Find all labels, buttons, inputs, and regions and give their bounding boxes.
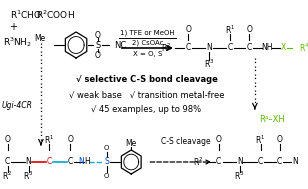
Text: N: N bbox=[78, 157, 84, 167]
Text: O: O bbox=[246, 26, 252, 35]
Text: R$^2$: R$^2$ bbox=[161, 42, 171, 54]
Text: 2) CsOAc: 2) CsOAc bbox=[132, 40, 163, 46]
Text: C: C bbox=[47, 157, 52, 167]
Text: R$^2$COOH: R$^2$COOH bbox=[36, 9, 75, 21]
Text: Me: Me bbox=[126, 139, 137, 149]
Text: O: O bbox=[95, 50, 101, 60]
Text: NH: NH bbox=[261, 43, 273, 53]
Text: C: C bbox=[5, 157, 10, 167]
Text: C: C bbox=[246, 43, 252, 53]
Text: +: + bbox=[9, 22, 17, 32]
Text: √ selective C-S bond cleavage: √ selective C-S bond cleavage bbox=[75, 75, 217, 84]
Text: C: C bbox=[68, 157, 73, 167]
Text: O: O bbox=[216, 136, 222, 145]
Text: X = O, S: X = O, S bbox=[133, 51, 162, 57]
Text: N: N bbox=[26, 157, 31, 167]
Text: R$^3$: R$^3$ bbox=[204, 58, 214, 70]
Text: O: O bbox=[104, 145, 109, 151]
Text: O: O bbox=[95, 30, 101, 40]
Text: R$^1$: R$^1$ bbox=[225, 24, 235, 36]
Text: O: O bbox=[5, 136, 10, 145]
Text: Ugi-4CR: Ugi-4CR bbox=[2, 101, 33, 109]
Text: R$^2$: R$^2$ bbox=[2, 170, 13, 182]
Text: N: N bbox=[292, 157, 298, 167]
Text: √ weak base   √ transition metal-free: √ weak base √ transition metal-free bbox=[69, 91, 224, 99]
Text: X: X bbox=[281, 43, 286, 53]
Text: R$^1$: R$^1$ bbox=[44, 134, 55, 146]
Text: R$^3$: R$^3$ bbox=[234, 170, 245, 182]
Text: C: C bbox=[258, 157, 263, 167]
Text: √ 45 examples, up to 98%: √ 45 examples, up to 98% bbox=[91, 105, 201, 115]
Text: S: S bbox=[104, 157, 109, 167]
Text: H: H bbox=[85, 157, 90, 167]
Text: N: N bbox=[206, 43, 212, 53]
Text: R⁴–XH: R⁴–XH bbox=[259, 115, 284, 125]
Text: O: O bbox=[67, 136, 73, 145]
Text: C-S cleavage: C-S cleavage bbox=[161, 138, 210, 146]
Text: O: O bbox=[104, 173, 109, 179]
Text: R$^2$: R$^2$ bbox=[193, 156, 204, 168]
Text: R$^1$CHO: R$^1$CHO bbox=[10, 9, 42, 21]
Text: R$^1$: R$^1$ bbox=[255, 134, 266, 146]
Text: Me: Me bbox=[34, 34, 46, 43]
Text: NC: NC bbox=[114, 40, 126, 50]
Text: C: C bbox=[277, 157, 282, 167]
Text: C: C bbox=[186, 43, 191, 53]
Text: R$^4$: R$^4$ bbox=[299, 42, 308, 54]
Text: C: C bbox=[216, 157, 221, 167]
Text: R$^3$NH$_2$: R$^3$NH$_2$ bbox=[3, 35, 32, 49]
Text: O: O bbox=[277, 136, 282, 145]
Text: S: S bbox=[95, 40, 101, 50]
Text: C: C bbox=[228, 43, 233, 53]
Text: 1) TFE or MeOH: 1) TFE or MeOH bbox=[120, 30, 175, 36]
Text: O: O bbox=[185, 26, 191, 35]
Text: N: N bbox=[237, 157, 242, 167]
Text: R$^3$: R$^3$ bbox=[23, 170, 34, 182]
